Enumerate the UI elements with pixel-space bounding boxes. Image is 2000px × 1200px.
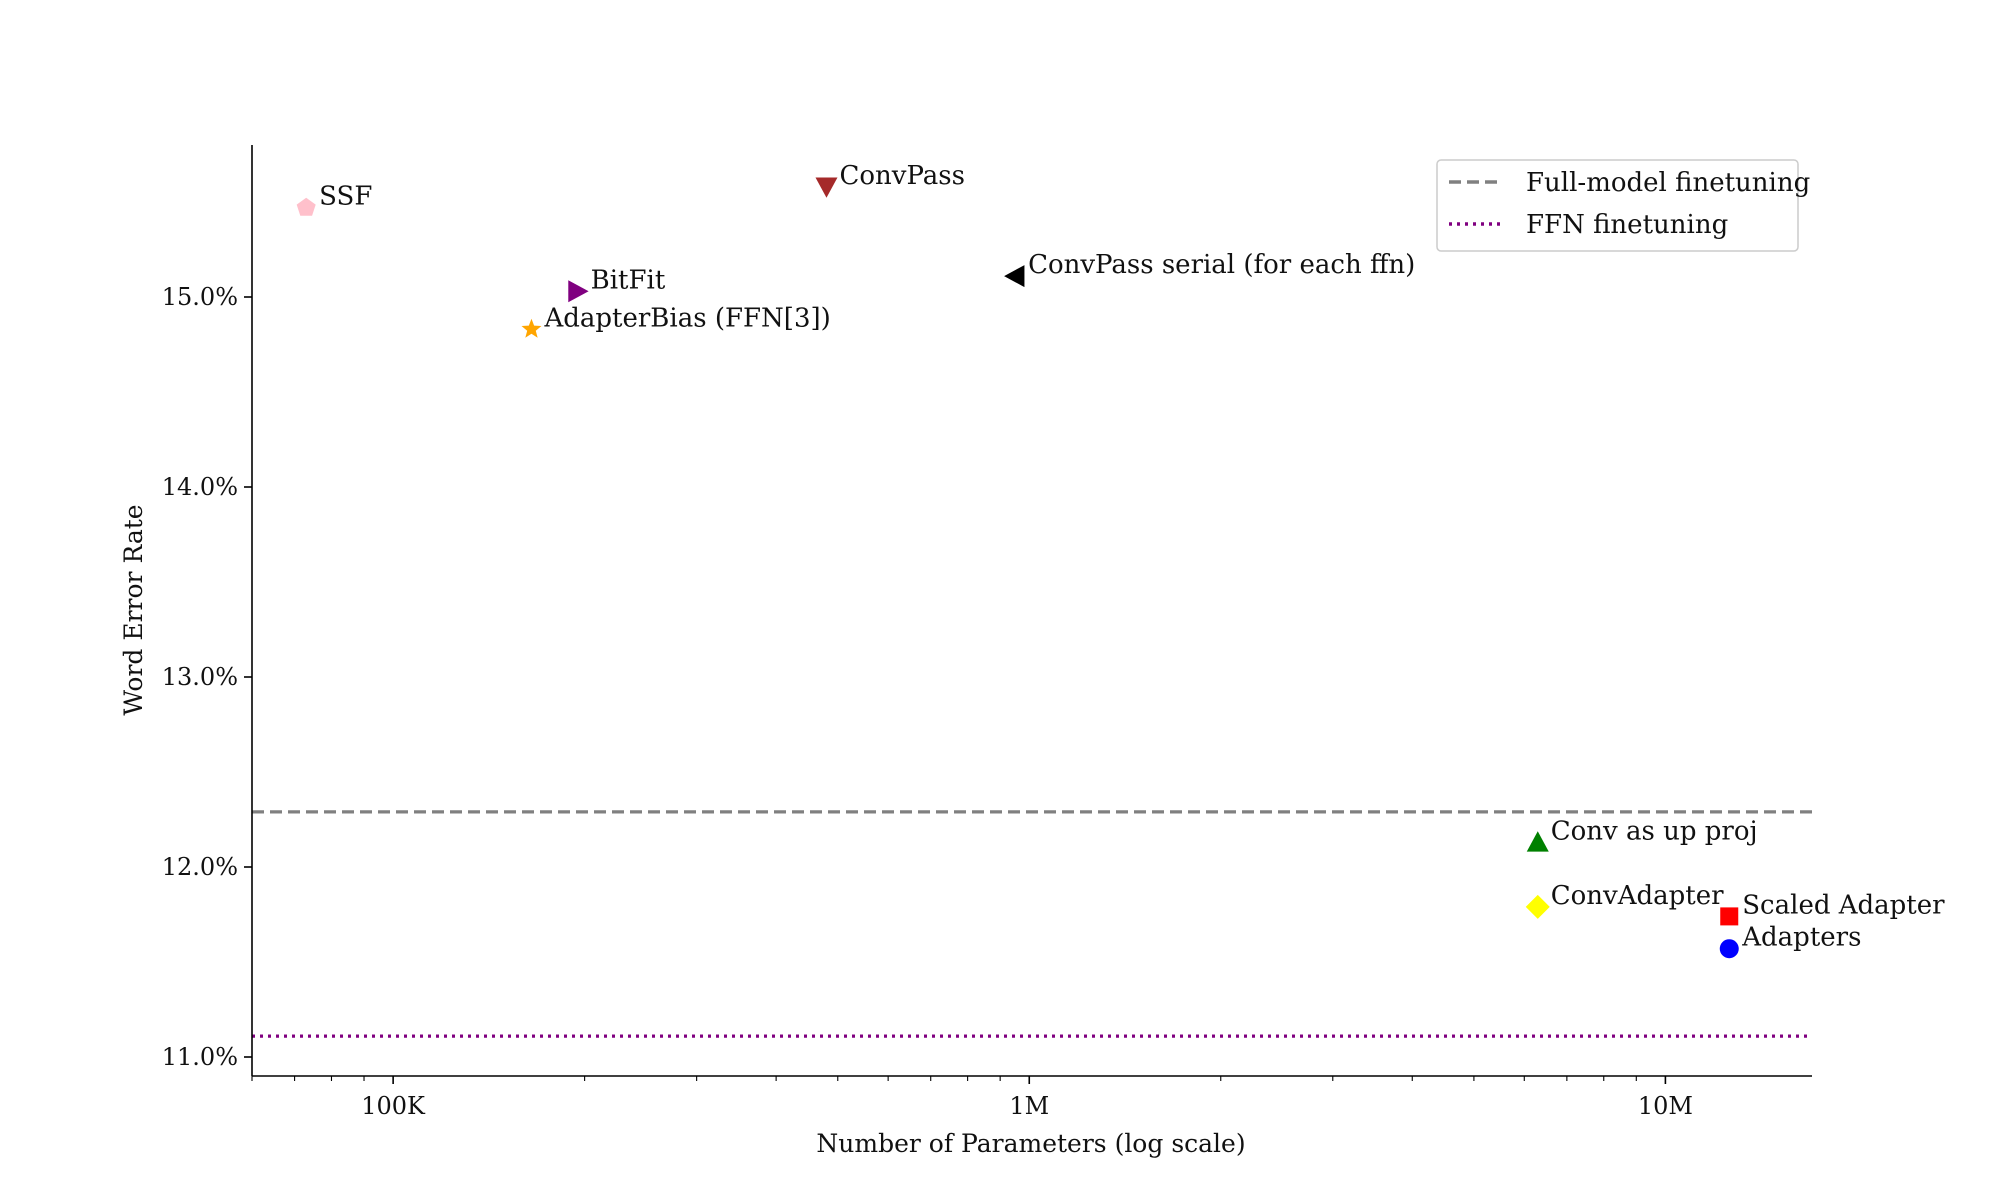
point-marker-triangle-up bbox=[1526, 831, 1549, 852]
point-marker-triangle-left bbox=[1004, 265, 1025, 288]
y-tick-label: 12.0% bbox=[162, 853, 238, 881]
point-label: ConvPass serial (for each ffn) bbox=[1028, 250, 1415, 280]
point-scaled-adapter: Scaled Adapter bbox=[1720, 890, 1945, 926]
point-convpass-serial-for-each-ffn: ConvPass serial (for each ffn) bbox=[1004, 250, 1415, 288]
point-label: Scaled Adapter bbox=[1742, 890, 1945, 920]
point-label: ConvAdapter bbox=[1551, 881, 1724, 911]
point-marker-circle bbox=[1719, 939, 1739, 959]
y-ticks: 11.0% 12.0% 13.0% 14.0% 15.0% bbox=[162, 283, 252, 1071]
point-label: AdapterBias (FFN[3]) bbox=[543, 303, 830, 333]
y-tick-label: 11.0% bbox=[162, 1043, 238, 1071]
point-ssf: SSF bbox=[296, 182, 372, 216]
x-axis-label: Number of Parameters (log scale) bbox=[816, 1129, 1245, 1158]
point-marker-square bbox=[1720, 907, 1739, 926]
point-label: Conv as up proj bbox=[1551, 816, 1758, 846]
axes bbox=[251, 145, 1812, 1077]
point-bitfit: BitFit bbox=[568, 265, 666, 303]
point-marker-pentagon bbox=[296, 197, 316, 216]
point-label: BitFit bbox=[591, 265, 666, 295]
legend-label-full-model: Full-model finetuning bbox=[1526, 168, 1810, 198]
x-tick-label: 100K bbox=[361, 1092, 426, 1120]
point-marker-triangle-right bbox=[568, 280, 589, 303]
point-convadapter: ConvAdapter bbox=[1525, 881, 1724, 919]
legend-label-ffn: FFN finetuning bbox=[1526, 210, 1728, 240]
point-marker-triangle-down bbox=[815, 177, 838, 198]
point-adapters: Adapters bbox=[1719, 923, 1861, 959]
point-marker-star bbox=[521, 318, 542, 338]
y-tick-label: 14.0% bbox=[162, 473, 238, 501]
y-tick-label: 13.0% bbox=[162, 663, 238, 691]
point-convpass: ConvPass bbox=[815, 161, 965, 198]
point-label: Adapters bbox=[1741, 923, 1861, 953]
legend-box bbox=[1436, 159, 1799, 252]
x-tick-label: 10M bbox=[1638, 1092, 1693, 1120]
point-conv-as-up-proj: Conv as up proj bbox=[1526, 816, 1758, 852]
x-tick-label: 1M bbox=[1009, 1092, 1049, 1120]
y-axis-label: Word Error Rate bbox=[119, 504, 148, 715]
point-adapterbias-ffn-3: AdapterBias (FFN[3]) bbox=[521, 303, 831, 338]
reference-lines bbox=[252, 810, 1812, 1038]
x-ticks: 100K 1M 10M bbox=[251, 1076, 1693, 1120]
y-tick-label: 15.0% bbox=[162, 283, 238, 311]
point-label: SSF bbox=[319, 182, 372, 212]
point-marker-diamond bbox=[1525, 894, 1550, 919]
data-points: SSF ConvPass BitFit ConvPass serial (for ea… bbox=[296, 161, 1945, 959]
point-label: ConvPass bbox=[839, 161, 965, 191]
legend: Full-model finetuning FFN finetuning bbox=[1436, 159, 1810, 252]
